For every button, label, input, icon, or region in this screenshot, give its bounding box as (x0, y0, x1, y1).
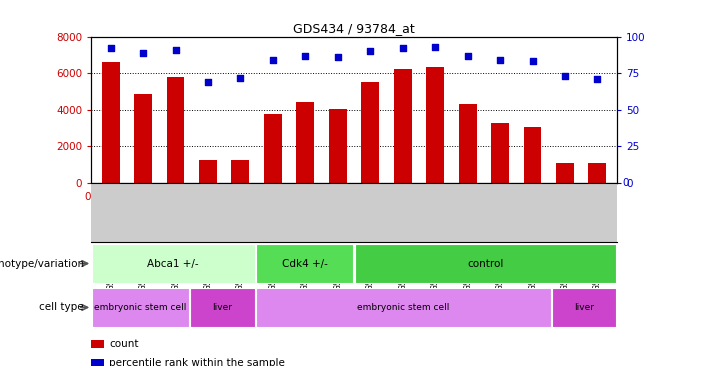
Bar (256, 244, 353, 283)
Bar (92, 244, 254, 283)
Point (527, 59, 538, 64)
Bar (92, 288, 189, 327)
Bar (491, 123, 509, 183)
Text: embryonic stem cell: embryonic stem cell (357, 303, 449, 312)
Point (267, 57, 278, 63)
Text: 0: 0 (622, 178, 629, 188)
Point (592, 76, 603, 82)
Bar (361, 82, 379, 183)
Bar (199, 160, 217, 183)
Bar (167, 77, 184, 183)
Title: GDS434 / 93784_at: GDS434 / 93784_at (293, 22, 415, 36)
Point (235, 75, 246, 81)
Point (203, 79, 214, 85)
Bar (458, 104, 477, 183)
Bar (426, 67, 444, 183)
Bar (134, 94, 152, 183)
Text: control: control (468, 258, 503, 269)
Bar (524, 127, 541, 183)
Point (462, 53, 473, 59)
Bar (256, 288, 550, 327)
Bar (329, 109, 347, 183)
Bar (297, 101, 314, 183)
Bar (556, 163, 574, 183)
Point (137, 50, 149, 56)
Text: embryonic stem cell: embryonic stem cell (94, 303, 186, 312)
Point (105, 45, 116, 51)
Text: genotype/variation: genotype/variation (0, 258, 84, 269)
Text: percentile rank within the sample: percentile rank within the sample (109, 358, 285, 366)
Text: Abca1 +/-: Abca1 +/- (147, 258, 199, 269)
Point (430, 44, 441, 50)
Point (559, 73, 571, 79)
Point (332, 54, 343, 60)
Bar (552, 288, 616, 327)
Text: 0: 0 (84, 192, 90, 202)
Point (300, 53, 311, 59)
Bar (191, 288, 254, 327)
Text: liver: liver (574, 303, 594, 312)
Bar (588, 163, 606, 183)
Bar (264, 114, 282, 183)
Bar (394, 69, 411, 183)
Text: cell type: cell type (39, 302, 84, 313)
Text: liver: liver (212, 303, 233, 312)
Point (494, 57, 505, 63)
Text: count: count (109, 339, 139, 350)
Point (365, 48, 376, 54)
Text: Cdk4 +/-: Cdk4 +/- (282, 258, 327, 269)
Bar (231, 160, 250, 183)
Bar (355, 244, 616, 283)
Bar (102, 62, 120, 183)
Point (397, 45, 408, 51)
Point (170, 47, 181, 53)
